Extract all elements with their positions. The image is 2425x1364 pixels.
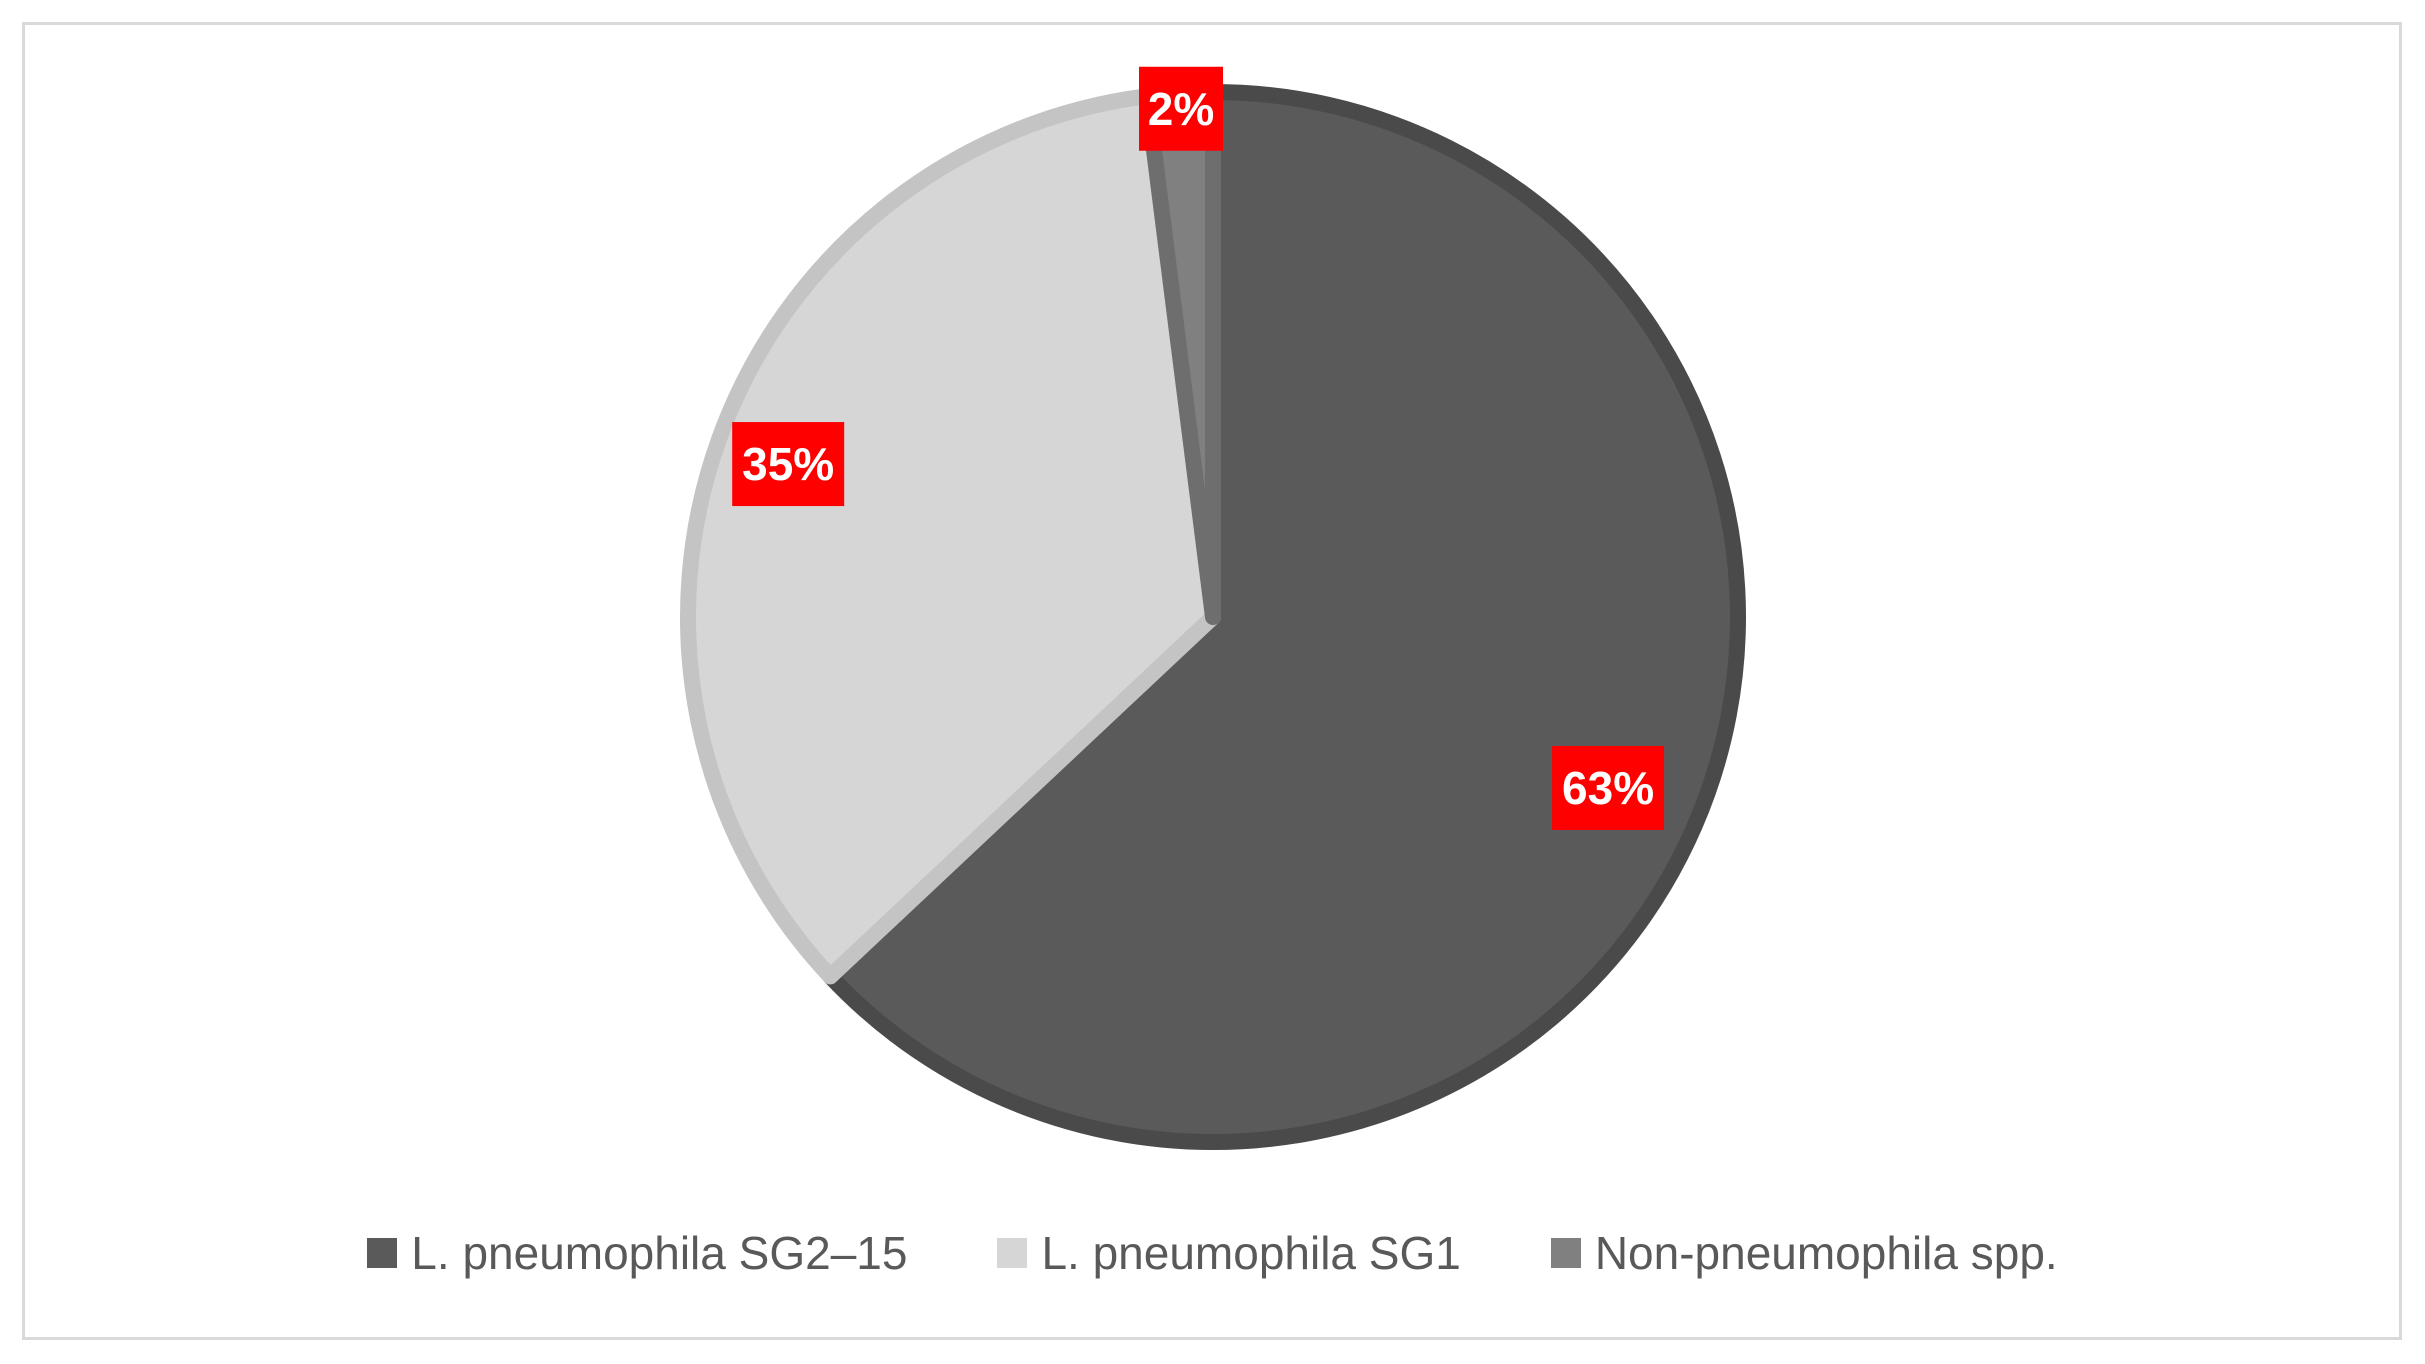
data-label-sg2-15: 63% [1552,745,1665,830]
data-label-sg1: 35% [732,422,845,507]
legend-item-sg1: L. pneumophila SG1 [997,1226,1461,1280]
legend-swatch-sg2-15 [367,1238,398,1268]
data-label-text-sg1: 35% [742,438,834,490]
legend-swatch-non-pneumophila [1550,1238,1581,1268]
legend-swatch-sg1 [997,1238,1028,1268]
data-label-text-sg2-15: 63% [1562,762,1654,814]
pie-slice-sg1 [680,88,1221,985]
data-label-box-non-pneumophila [1139,66,1224,151]
pie-slice-sg2-15 [822,84,1746,1150]
legend-label-non-pneumophila: Non-pneumophila spp. [1594,1227,2058,1279]
legend-label-sg2-15: L. pneumophila SG2–15 [411,1227,908,1279]
legend-item-non-pneumophila: Non-pneumophila spp. [1550,1226,2058,1280]
pie-data-labels: 63% 35% 2% [732,66,1665,830]
data-label-box-sg2-15 [1552,745,1665,830]
data-label-text-non-pneumophila: 2% [1148,83,1214,135]
data-label-box-sg1 [732,422,845,507]
legend-label-sg1: L. pneumophila SG1 [1041,1227,1461,1279]
data-label-non-pneumophila: 2% [1139,66,1224,151]
legend-item-sg2-15: L. pneumophila SG2–15 [367,1226,907,1280]
legend: L. pneumophila SG2–15 L. pneumophila SG1… [0,1226,2425,1280]
pie-slices [680,84,1746,1150]
